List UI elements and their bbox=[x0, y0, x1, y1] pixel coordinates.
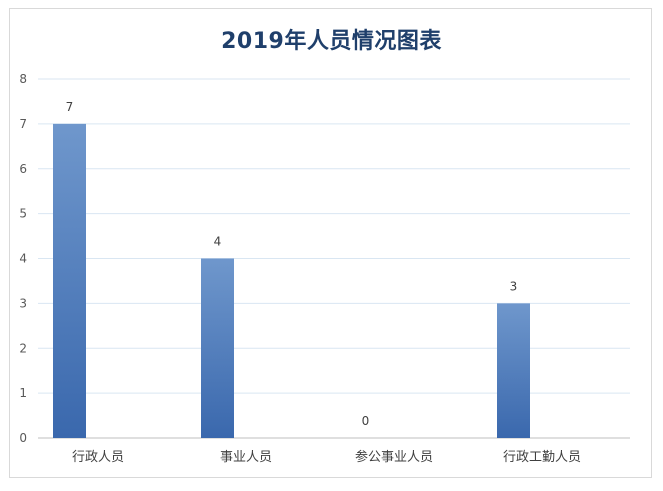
bar bbox=[497, 303, 530, 438]
data-label: 4 bbox=[214, 235, 222, 249]
y-tick-label: 5 bbox=[19, 207, 27, 221]
gridlines bbox=[38, 78, 630, 439]
data-label: 3 bbox=[510, 279, 518, 293]
data-labels: 7 4 0 3 bbox=[66, 100, 518, 428]
y-axis-ticks: 0 1 2 3 4 5 6 7 8 bbox=[19, 72, 27, 445]
y-tick-label: 3 bbox=[19, 296, 27, 310]
y-tick-label: 4 bbox=[19, 252, 27, 266]
x-axis-categories: 行政人员 事业人员 参公事业人员 行政工勤人员 bbox=[72, 449, 581, 465]
category-label: 参公事业人员 bbox=[355, 449, 433, 465]
y-tick-label: 1 bbox=[19, 386, 27, 400]
category-label: 行政工勤人员 bbox=[503, 450, 581, 465]
bar bbox=[201, 258, 234, 438]
category-label: 行政人员 bbox=[72, 450, 124, 465]
chart-frame bbox=[9, 8, 652, 478]
y-tick-label: 7 bbox=[19, 117, 27, 131]
data-label: 0 bbox=[362, 414, 370, 428]
category-label: 事业人员 bbox=[220, 450, 272, 465]
bar bbox=[53, 123, 86, 438]
y-tick-label: 8 bbox=[19, 72, 27, 86]
y-tick-label: 0 bbox=[19, 431, 27, 445]
y-tick-label: 6 bbox=[19, 162, 27, 176]
chart-title: 2019年人员情况图表 bbox=[221, 29, 442, 54]
data-label: 7 bbox=[66, 100, 74, 114]
y-tick-label: 2 bbox=[19, 341, 27, 355]
bars bbox=[53, 123, 530, 438]
